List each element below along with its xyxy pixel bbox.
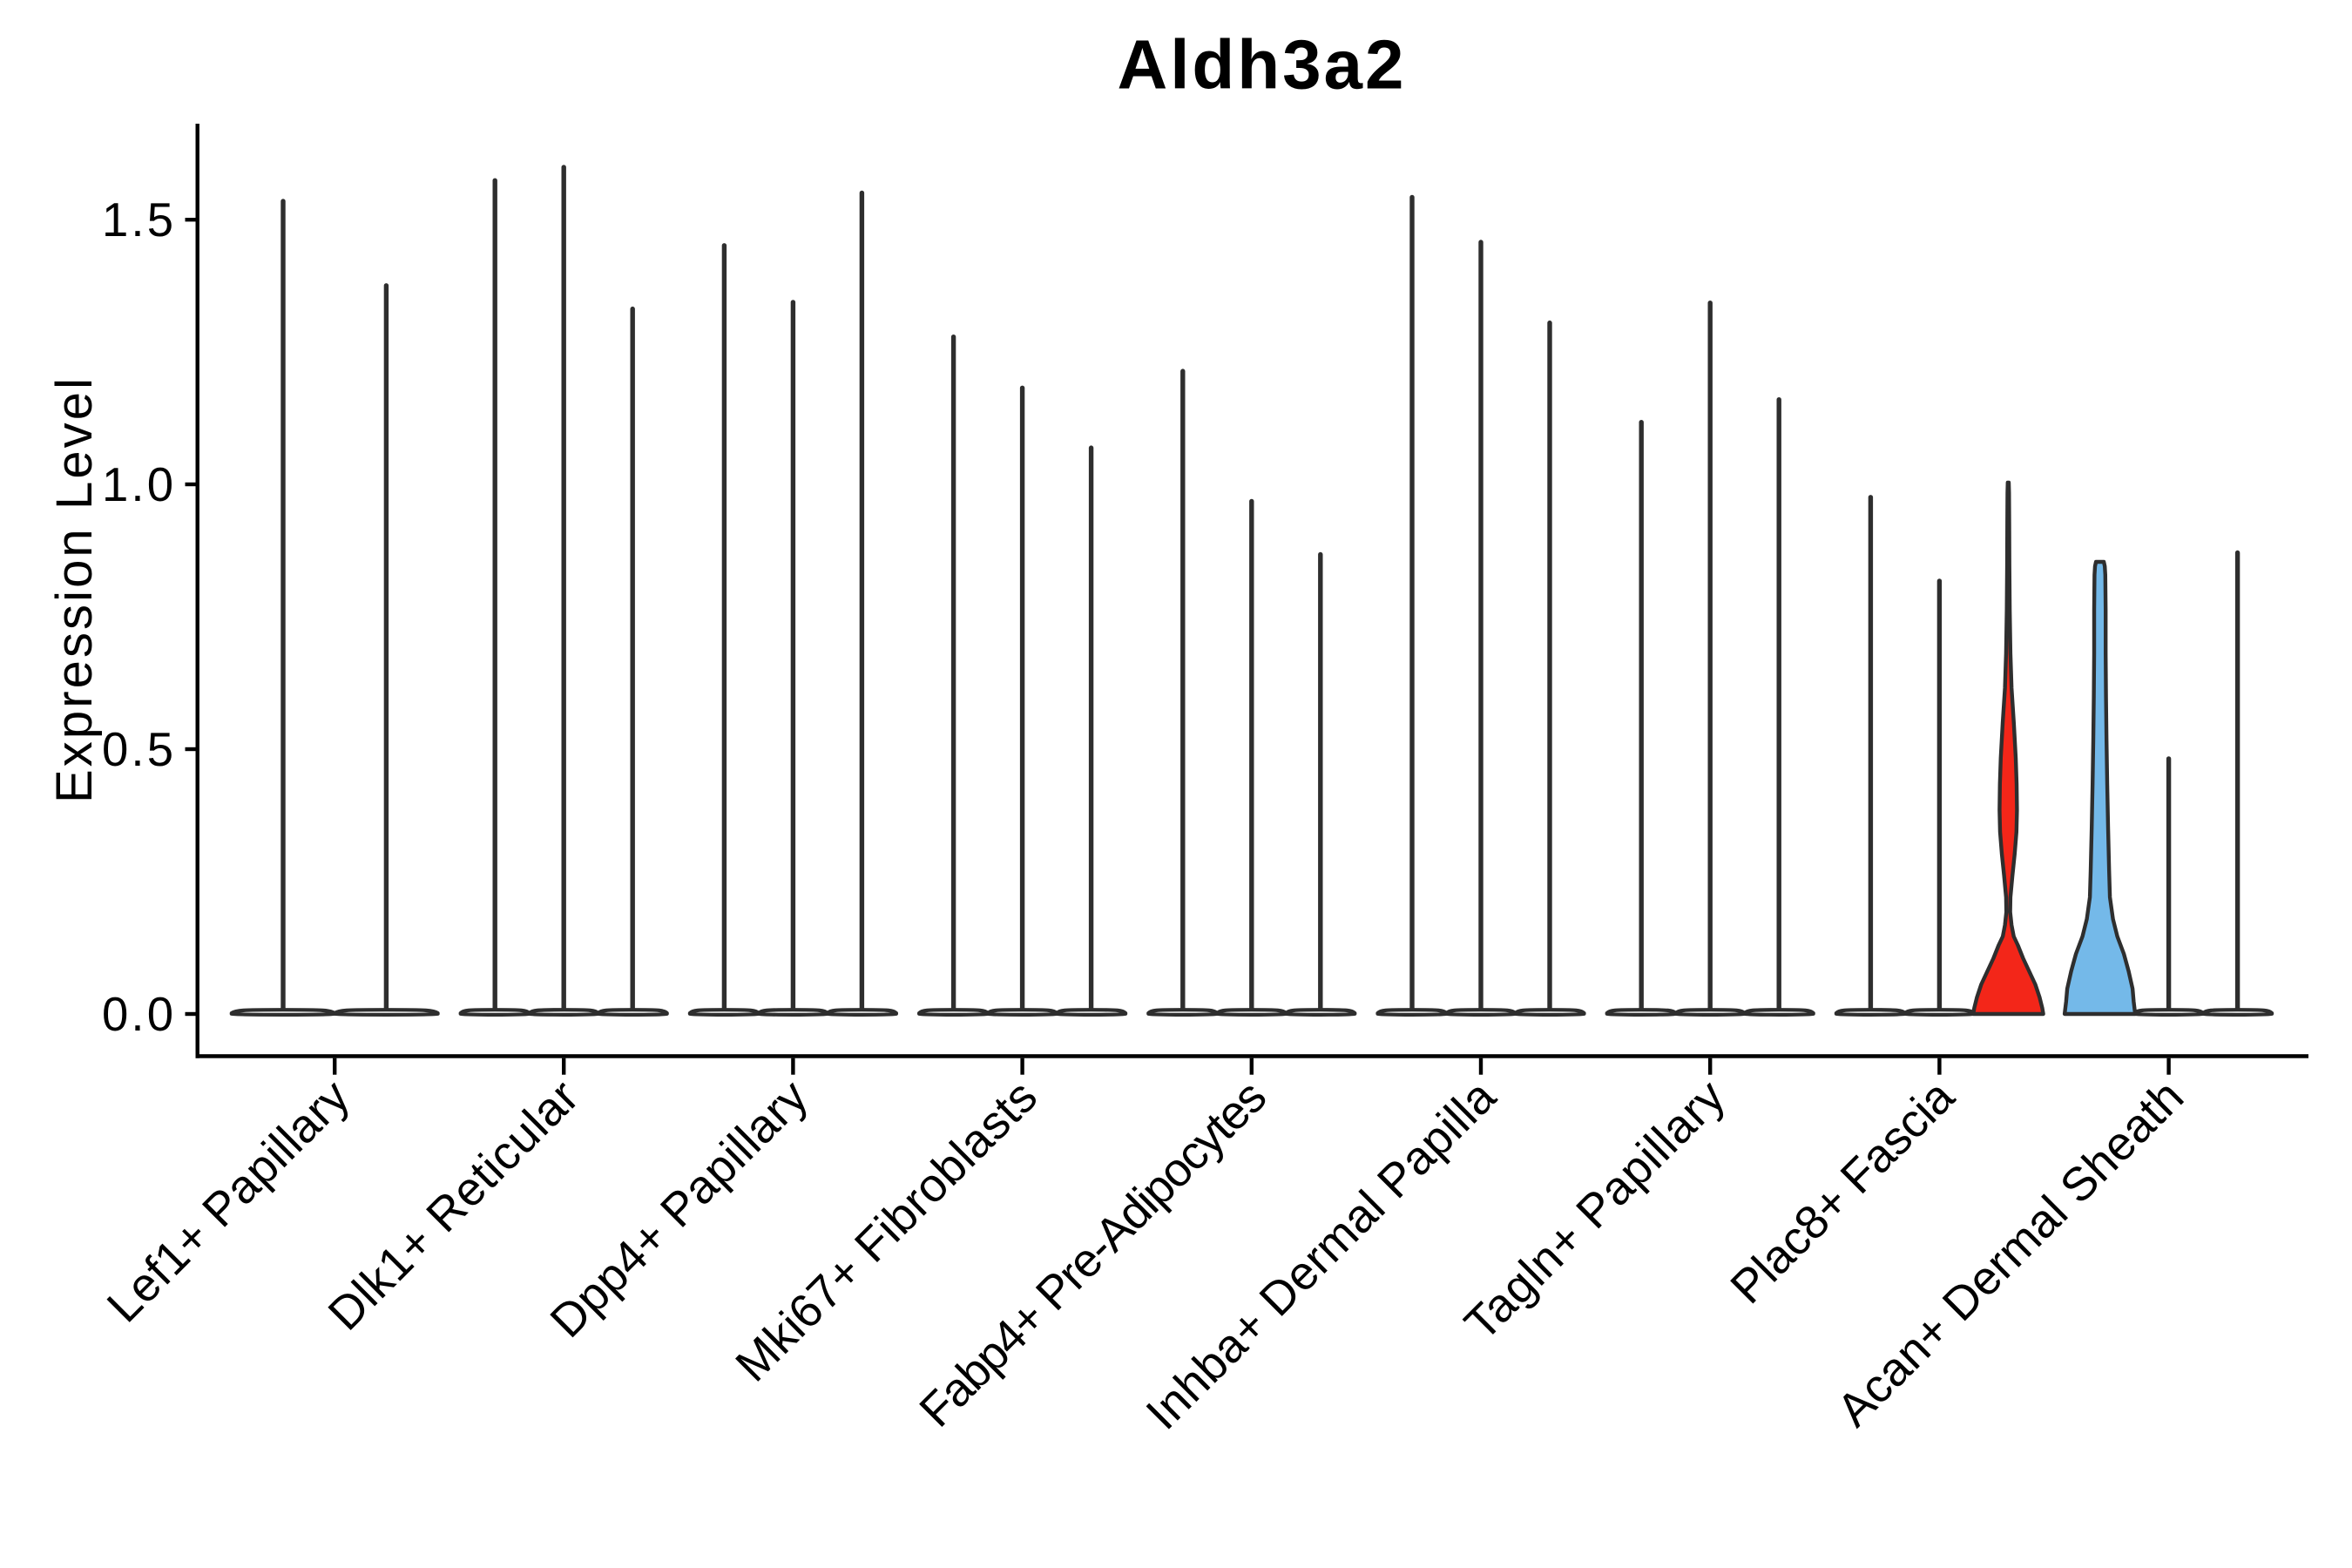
svg-text:1.5: 1.5 [102,193,173,247]
svg-text:0.5: 0.5 [102,723,173,776]
svg-text:1.0: 1.0 [102,458,173,511]
svg-text:0.0: 0.0 [102,988,173,1041]
svg-text:Expression Level: Expression Level [46,378,103,803]
svg-text:Aldh3a2: Aldh3a2 [1118,26,1404,104]
